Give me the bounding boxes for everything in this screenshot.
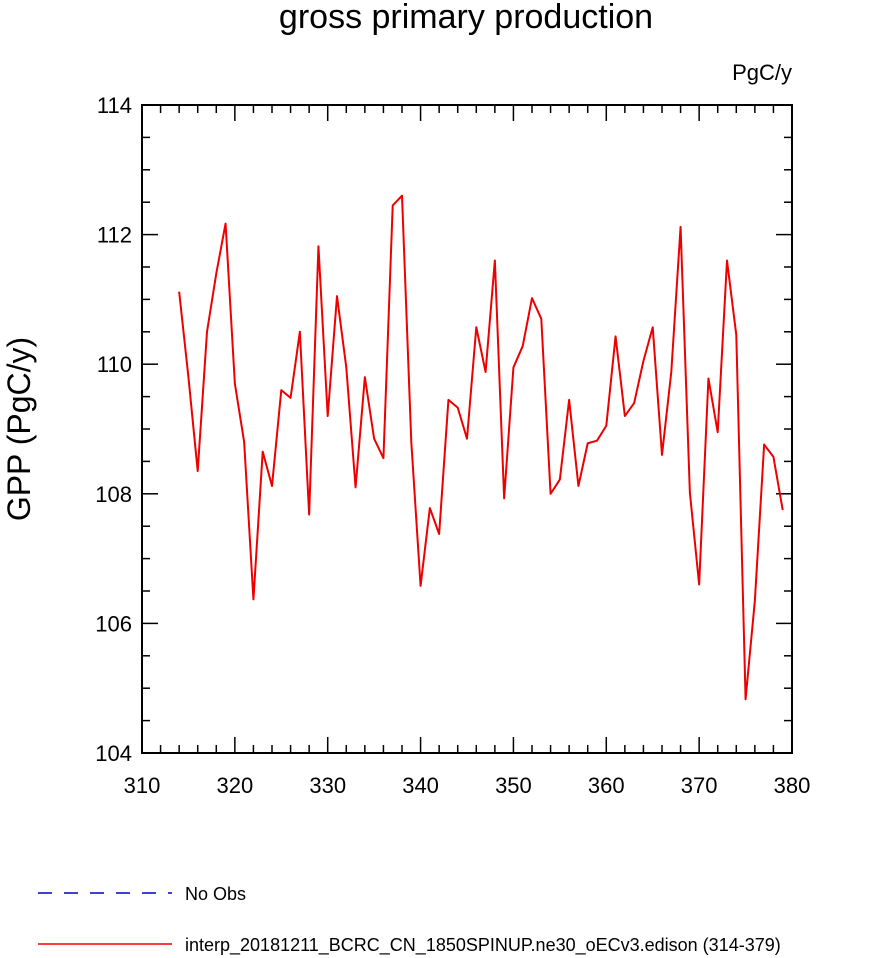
x-tick-label: 330 bbox=[309, 773, 346, 798]
x-tick-label: 380 bbox=[774, 773, 811, 798]
y-tick-label: 110 bbox=[97, 352, 132, 377]
legend-label-0: No Obs bbox=[185, 884, 246, 904]
legend: No Obs interp_20181211_BCRC_CN_1850SPINUP… bbox=[38, 884, 781, 956]
chart-title: gross primary production bbox=[279, 0, 653, 36]
y-tick-label: 108 bbox=[95, 482, 132, 507]
x-tick-label: 340 bbox=[402, 773, 439, 798]
x-tick-label: 370 bbox=[681, 773, 718, 798]
units-label: PgC/y bbox=[732, 60, 792, 85]
series-line-1 bbox=[178, 194, 784, 701]
series-layer bbox=[178, 194, 784, 701]
plot-frame bbox=[141, 104, 793, 754]
x-tick-label: 360 bbox=[588, 773, 625, 798]
y-tick-label: 112 bbox=[97, 223, 132, 248]
axis-tick-labels: 310 320 330 340 350 360 370 380 104 106 108 110 112 1… bbox=[95, 93, 810, 798]
x-tick-label: 320 bbox=[216, 773, 253, 798]
x-tick-label: 350 bbox=[495, 773, 532, 798]
legend-label-1: interp_20181211_BCRC_CN_1850SPINUP.ne30_… bbox=[185, 935, 781, 956]
y-axis-label: GPP (PgC/y) bbox=[1, 337, 37, 521]
y-tick-label: 104 bbox=[95, 741, 132, 766]
axis-ticks bbox=[141, 104, 793, 754]
x-tick-label: 310 bbox=[124, 773, 161, 798]
y-tick-label: 114 bbox=[97, 93, 132, 118]
y-tick-label: 106 bbox=[95, 611, 132, 636]
